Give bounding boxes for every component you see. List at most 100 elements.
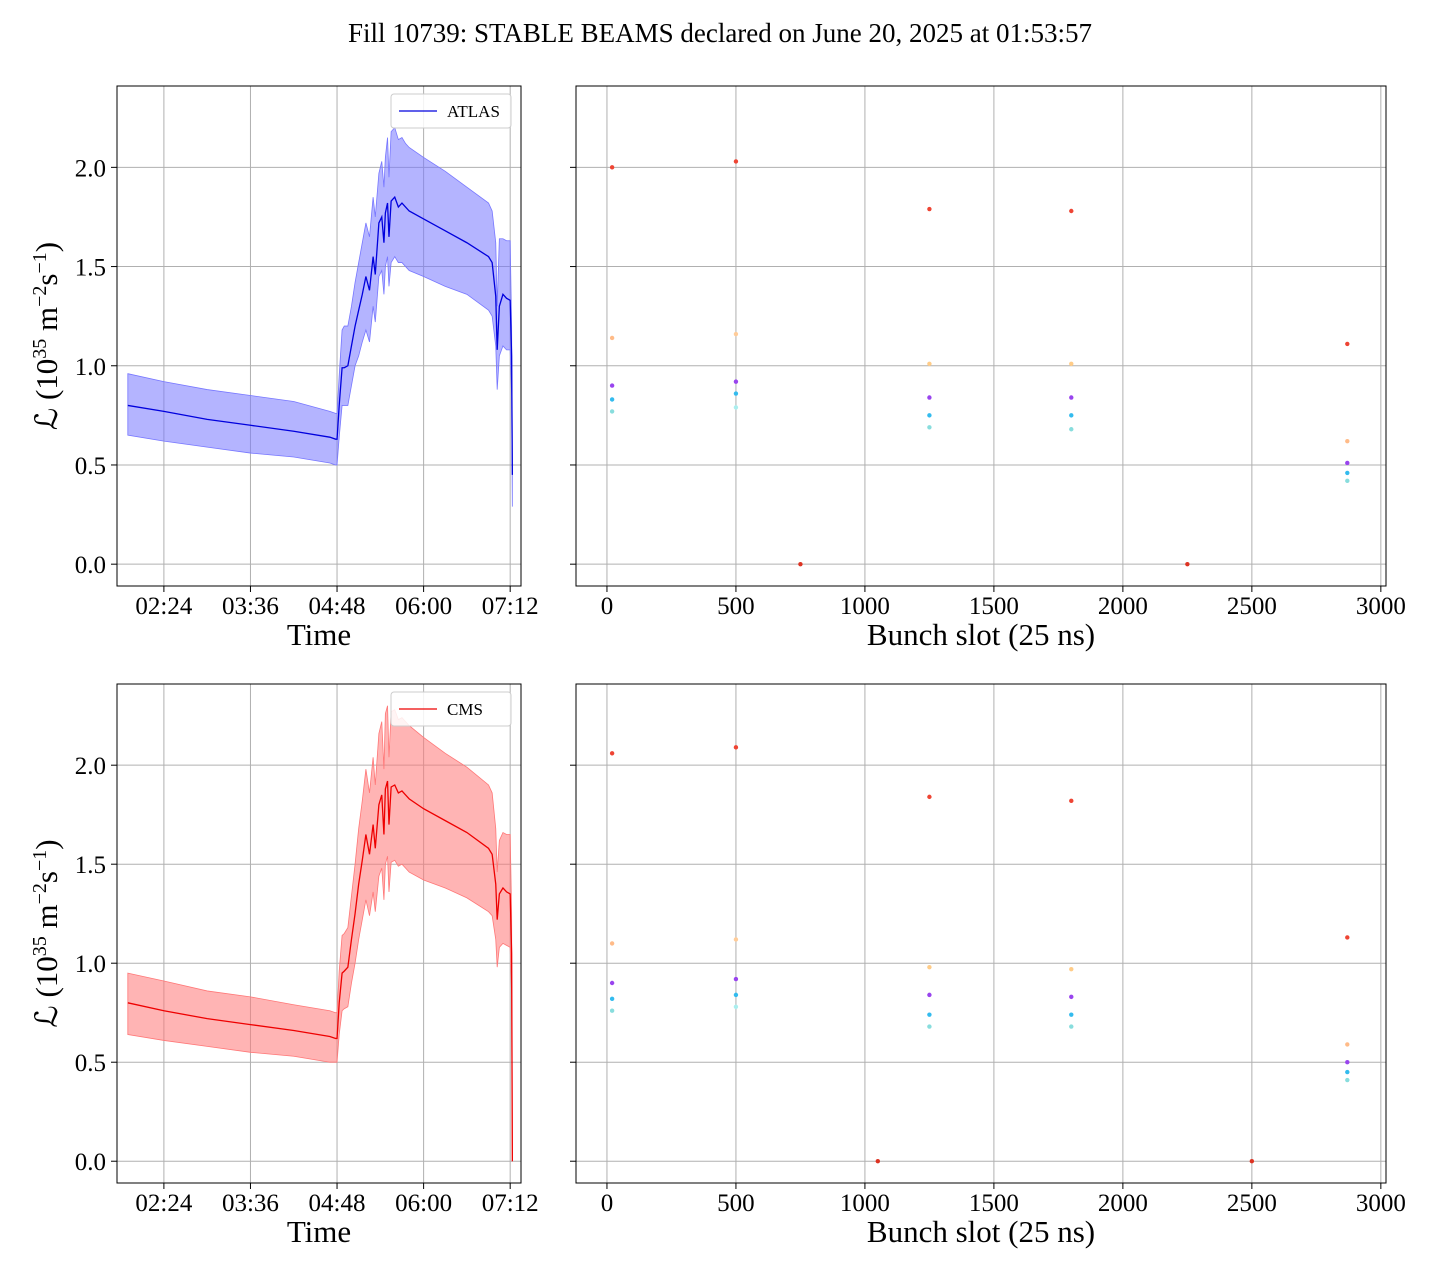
y-tick-label: 0.0 — [75, 552, 106, 579]
x-tick-label: 1000 — [840, 1190, 890, 1217]
x-tick-label: 04:48 — [309, 593, 366, 620]
bunch-point — [733, 976, 739, 982]
legend-label: ATLAS — [447, 102, 500, 121]
x-tick-label: 3000 — [1356, 1190, 1406, 1217]
bunch-point — [1069, 395, 1074, 400]
x-tick-label: 02:24 — [135, 1190, 192, 1217]
y-axis-label-part: −2 — [29, 883, 51, 904]
x-axis-label: Bunch slot (25 ns) — [867, 617, 1095, 652]
bunch-point — [609, 751, 615, 756]
y-axis-label-part: ) — [29, 839, 64, 849]
x-tick-label: 02:24 — [135, 593, 192, 620]
x-tick-label: 03:36 — [222, 1190, 279, 1217]
y-tick-label: 2.0 — [75, 155, 106, 182]
y-axis-label-part: s — [29, 871, 64, 883]
panel-cms-bunch: 0 500 1000 1500 2000 2500 3000 Bunch slot (25 n… — [570, 683, 1406, 1249]
bunch-point — [1069, 966, 1074, 972]
y-tick-label: 1.0 — [75, 951, 106, 978]
bunch-point — [1345, 470, 1350, 476]
x-tick-label: 1500 — [969, 593, 1019, 620]
x-tick-label: 04:48 — [309, 1190, 366, 1217]
axes-frame — [575, 683, 1387, 1184]
axes-frame — [575, 85, 1387, 587]
y-tick-label: 2.0 — [75, 753, 106, 780]
figure-title: Fill 10739: STABLE BEAMS declared on Jun… — [347, 18, 1093, 48]
bunch-point — [1345, 1042, 1350, 1047]
bunch-point — [927, 794, 932, 800]
y-axis-label-part: m — [29, 307, 64, 339]
bunch-point — [1069, 1012, 1074, 1017]
bunch-point — [927, 413, 932, 418]
legend: CMS — [390, 691, 512, 727]
bunch-point — [609, 335, 615, 341]
panel-atlas-time: 02:24 03:36 04:48 06:00 07:12 0.0 0.5 1.0 1.5 2.0… — [29, 85, 539, 652]
y-axis-label-part: ) — [29, 242, 64, 252]
bunch-point — [609, 409, 615, 414]
bunch-point — [927, 964, 932, 970]
luminosity-line-cms — [127, 780, 513, 1162]
bunch-point — [733, 745, 739, 750]
x-axis-label: Time — [287, 1214, 351, 1249]
x-tick-label: 2000 — [1098, 1190, 1148, 1217]
bunch-point — [1249, 1159, 1255, 1164]
y-axis-label-part: m — [29, 904, 64, 936]
panel-atlas-bunch: 0 500 1000 1500 2000 2500 3000 Bunch slot (25 n… — [570, 85, 1406, 652]
bunch-point — [733, 159, 739, 164]
y-tick-label: 1.5 — [75, 852, 106, 879]
bunch-point — [1069, 208, 1074, 214]
bunch-point — [927, 1024, 932, 1029]
bunch-point — [609, 383, 615, 388]
y-axis-label-part: −1 — [29, 850, 51, 871]
bunch-point — [733, 331, 739, 337]
bunch-point — [927, 361, 932, 366]
bunch-point — [1345, 1077, 1350, 1083]
bunch-point — [798, 561, 803, 567]
y-tick-label: 1.0 — [75, 354, 106, 381]
bunch-point — [733, 937, 739, 942]
x-tick-label: 1000 — [840, 593, 890, 620]
y-tick-label: 0.0 — [75, 1149, 106, 1176]
bunch-point — [1345, 935, 1350, 940]
bunch-point — [733, 379, 739, 384]
y-axis-label-part: s — [29, 273, 64, 285]
bunch-point — [1345, 341, 1350, 347]
y-axis-label-part: ℒ (10 — [29, 359, 64, 430]
x-tick-label: 500 — [717, 593, 755, 620]
x-tick-label: 2500 — [1227, 593, 1277, 620]
y-tick-label: 1.5 — [75, 255, 106, 282]
bunch-point — [609, 980, 615, 986]
x-axis-label: Bunch slot (25 ns) — [867, 1214, 1095, 1249]
bunch-point — [609, 397, 615, 402]
bunch-point — [733, 405, 739, 410]
y-axis-label-part: ℒ (10 — [29, 956, 64, 1027]
bunch-point — [1069, 413, 1074, 418]
uncertainty-band — [127, 126, 513, 507]
bunch-point — [609, 1008, 615, 1013]
legend: ATLAS — [390, 93, 512, 129]
bunch-point — [927, 992, 932, 998]
bunch-point — [1345, 1069, 1350, 1075]
y-axis-label-part: 35 — [29, 936, 51, 956]
y-axis-label-part: 35 — [29, 339, 51, 359]
axes-frame — [116, 85, 522, 587]
bunch-point — [927, 206, 932, 212]
y-axis-label-part: −1 — [29, 252, 51, 273]
bunch-point — [927, 395, 932, 400]
bunch-point — [927, 1012, 932, 1017]
legend-box — [390, 93, 512, 129]
legend-label: CMS — [447, 700, 483, 719]
x-tick-label: 2500 — [1227, 1190, 1277, 1217]
x-tick-label: 07:12 — [482, 593, 539, 620]
bunch-point — [1069, 994, 1074, 1000]
bunch-point — [733, 992, 739, 998]
bunch-point — [1345, 460, 1350, 466]
x-axis-label: Time — [287, 617, 351, 652]
panel-cms-time: 02:24 03:36 04:48 06:00 07:12 0.0 0.5 1.0 1.5 2.0… — [29, 683, 539, 1249]
bunch-point — [733, 391, 739, 396]
bunch-point — [1345, 478, 1350, 484]
y-tick-label: 0.5 — [75, 453, 106, 480]
bunch-point — [609, 165, 615, 170]
luminosity-line-atlas — [127, 195, 513, 475]
legend-box — [390, 691, 512, 727]
